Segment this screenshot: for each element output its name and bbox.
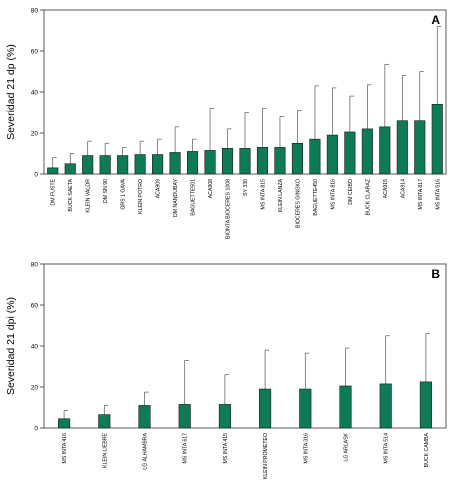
bar <box>239 148 251 175</box>
x-tick-label: DM FUSTE <box>51 178 57 205</box>
bar <box>414 120 426 175</box>
y-tick-label: 0 <box>34 426 38 433</box>
bar <box>379 126 391 175</box>
x-tick-label: BAGUETTE501 <box>191 179 197 216</box>
bar <box>299 388 312 429</box>
y-tick-label: 20 <box>31 385 39 392</box>
bar <box>58 418 71 429</box>
bar <box>274 147 286 175</box>
bar <box>187 151 199 175</box>
x-tick-label: ORS 1 GAVA <box>121 178 127 209</box>
x-tick-label: ACA915 <box>383 179 389 198</box>
chart-panel-b: 0 20 40 60 80 Severidad 21 dpi (%) B MS INTA 41… <box>5 262 447 479</box>
bar <box>431 104 443 175</box>
x-tick-label: BUCK CAMBA <box>424 432 430 467</box>
x-tick-label: MS INTA 514 <box>384 433 390 464</box>
bar <box>309 138 321 175</box>
y-tick-label: 20 <box>31 131 39 138</box>
x-tick-label: BIOCERES GINGKO <box>295 179 301 228</box>
y-tick-label: 60 <box>31 303 39 310</box>
bar <box>361 128 373 175</box>
x-tick-label: KLEIN POTRO <box>138 179 144 214</box>
bar <box>339 385 352 429</box>
x-tick-label: MS INTA 516 <box>435 179 441 210</box>
bar <box>138 405 151 429</box>
y-tick-label: 80 <box>31 262 39 269</box>
x-tick-label: BIONTA BIOCERES 1008 <box>226 179 232 239</box>
y-tick-label: 40 <box>31 90 39 97</box>
x-tick-label: BUCK CLARAZ <box>365 179 371 215</box>
bar <box>98 414 111 429</box>
bar <box>152 154 164 175</box>
bar <box>326 134 338 175</box>
x-tick-label: MS INTA 816 <box>330 179 336 210</box>
bar <box>204 150 216 175</box>
bar <box>64 163 76 175</box>
bar <box>419 381 432 429</box>
x-tick-label: ACA908 <box>208 179 214 198</box>
bar <box>259 388 272 429</box>
y-axis-title: Severidad 21 dpi (%) <box>5 297 17 395</box>
x-tick-label: MS INTA 815 <box>260 179 266 210</box>
x-tick-label: MS INTA 416 <box>62 433 68 464</box>
x-tick-label: MS INTA 617 <box>183 433 189 464</box>
panel-label: B <box>431 267 440 281</box>
x-tick-label: KLEIN LANZA <box>278 178 284 212</box>
bar <box>82 155 94 175</box>
y-tick-label: 40 <box>31 344 39 351</box>
x-tick-label: KLEIN VALOR <box>86 179 92 213</box>
x-tick-label: LG ARLASK <box>344 432 350 461</box>
x-tick-label: KLEIN LIEBRE <box>102 432 108 467</box>
y-tick-label: 60 <box>31 49 39 56</box>
x-tick-label: DM SN 90 <box>103 179 109 203</box>
y-tick-label: 80 <box>31 8 39 15</box>
y-axis-title: Severidad 21 dp (%) <box>5 44 17 140</box>
x-tick-label: SY 330 <box>243 179 249 196</box>
x-tick-label: BUCK SAETA <box>68 178 74 211</box>
bar <box>169 152 181 175</box>
bar <box>117 155 129 175</box>
x-tick-label: ACA914 <box>400 179 406 198</box>
x-tick-label: DM CEIBO <box>348 179 354 205</box>
bar <box>99 155 111 175</box>
bar <box>291 142 303 175</box>
x-tick-label: MS INTA 817 <box>418 179 424 210</box>
chart-panel-a: 0 20 40 60 80 Severidad 21 dp (%) A DM FUSTE BUC… <box>5 8 447 239</box>
bar <box>344 131 356 175</box>
x-tick-label: LG ALHAMBRA <box>143 432 149 469</box>
panel-label: A <box>431 13 440 27</box>
bar <box>379 383 392 429</box>
bar <box>396 120 408 175</box>
x-tick-label: MS INTA 316 <box>303 433 309 464</box>
bar <box>221 148 234 175</box>
bar <box>218 404 231 429</box>
x-tick-label: KLEIN PROMETEO <box>263 433 269 479</box>
bar <box>47 167 59 175</box>
y-tick-label: 0 <box>34 172 38 179</box>
bar <box>256 147 269 175</box>
x-tick-label: MS INTA 415 <box>223 433 229 464</box>
bar <box>134 154 146 175</box>
x-tick-label: BAGUETTE450 <box>313 179 319 216</box>
x-tick-label: ACA909 <box>156 179 162 198</box>
x-tick-label: DM NANDUBAY <box>173 178 179 216</box>
bar <box>178 404 191 429</box>
